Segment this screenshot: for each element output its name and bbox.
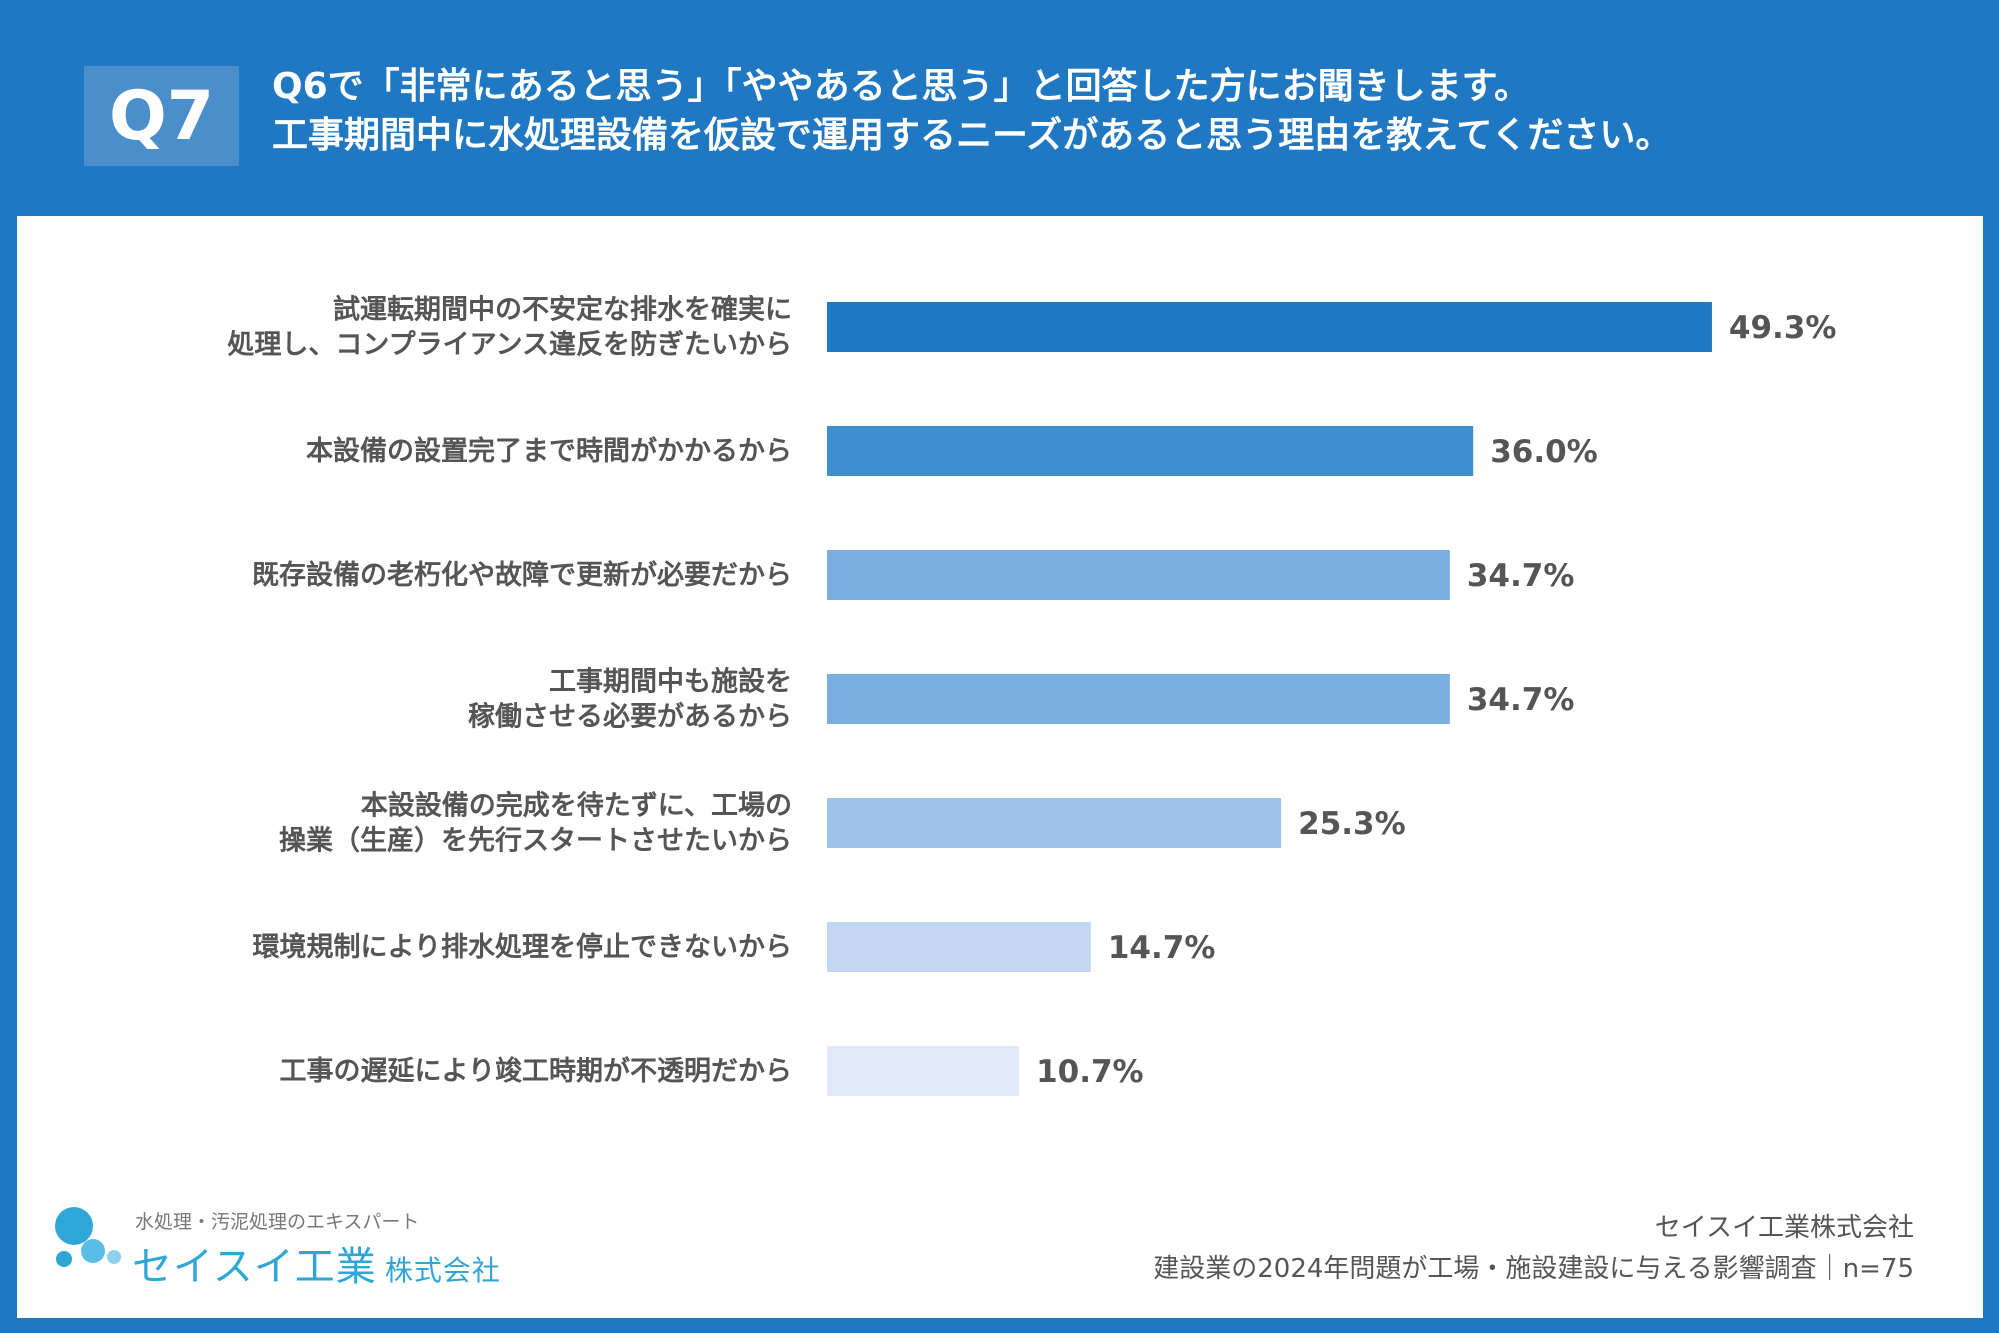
header: Q7 Q6で「非常にあると思う」「ややあると思う」と回答した方にお聞きします。 … (0, 0, 1999, 215)
question-line-1: Q6で「非常にあると思う」「ややあると思う」と回答した方にお聞きします。 (272, 66, 1531, 107)
logo-suffix: 株式会社 (384, 1254, 501, 1287)
value-label-1: 49.3% (1729, 310, 1837, 346)
company-logo: 水処理・汚泥処理のエキスパート セイスイ工業 株式会社 (50, 1200, 570, 1290)
logo-wordmark: セイスイ工業 株式会社 (132, 1234, 501, 1292)
bar-2 (827, 426, 1474, 476)
value-label-5: 25.3% (1298, 806, 1406, 842)
bar-4 (827, 674, 1450, 724)
category-label-1-line-2: 処理し、コンプライアンス違反を防ぎたいから (227, 329, 792, 361)
survey-title: 建設業の2024年問題が工場・施設建設に与える影響調査｜n=75 (1153, 1254, 1914, 1284)
value-label-2: 36.0% (1490, 434, 1598, 470)
source-note: セイスイ工業株式会社 建設業の2024年問題が工場・施設建設に与える影響調査｜n… (1153, 1208, 1914, 1290)
bar-3 (827, 550, 1450, 600)
value-label-4: 34.7% (1467, 682, 1575, 718)
bar-6 (827, 922, 1091, 972)
bar-7 (827, 1046, 1020, 1096)
bar-1 (827, 302, 1712, 352)
value-label-6: 14.7% (1108, 930, 1216, 966)
question-line-2: 工事期間中に水処理設備を仮設で運用するニーズがあると思う理由を教えてください。 (272, 115, 1672, 156)
value-label-3: 34.7% (1467, 558, 1575, 594)
question-badge: Q7 (84, 66, 239, 166)
category-label-3-line-1: 既存設備の老朽化や故障で更新が必要だから (252, 559, 792, 591)
category-label-5-line-2: 操業（生産）を先行スタートさせたいから (279, 825, 792, 857)
chart-panel: 49.3% 試運転期間中の不安定な排水を確実に 処理し、コンプライアンス違反を防ぎた… (17, 216, 1983, 1318)
category-label-2-line-1: 本設備の設置完了まで時間がかかるから (306, 435, 792, 467)
category-label-1-line-1: 試運転期間中の不安定な排水を確実に (333, 294, 792, 326)
logo-tagline: 水処理・汚泥処理のエキスパート (135, 1211, 420, 1233)
company-name: セイスイ工業株式会社 (1654, 1213, 1914, 1243)
category-label-6-line-1: 環境規制により排水処理を停止できないから (253, 931, 792, 963)
value-label-7: 10.7% (1036, 1054, 1144, 1090)
logo-droplet-icon (55, 1207, 121, 1267)
category-label-4-line-1: 工事期間中も施設を (549, 666, 792, 698)
category-label-5-line-1: 本設設備の完成を待たずに、工場の (361, 790, 792, 822)
question-text: Q6で「非常にあると思う」「ややあると思う」と回答した方にお聞きします。 工事期… (272, 62, 1671, 160)
category-label-7-line-1: 工事の遅延により竣工時期が不透明だから (280, 1055, 792, 1087)
bar-5 (827, 798, 1282, 848)
logo-name: セイスイ工業 (132, 1244, 377, 1290)
bar-chart: 49.3% 試運転期間中の不安定な排水を確実に処理し、コンプライアンス違反を防ぎた… (227, 294, 1837, 1096)
category-label-4-line-2: 稼働させる必要があるから (468, 701, 792, 733)
